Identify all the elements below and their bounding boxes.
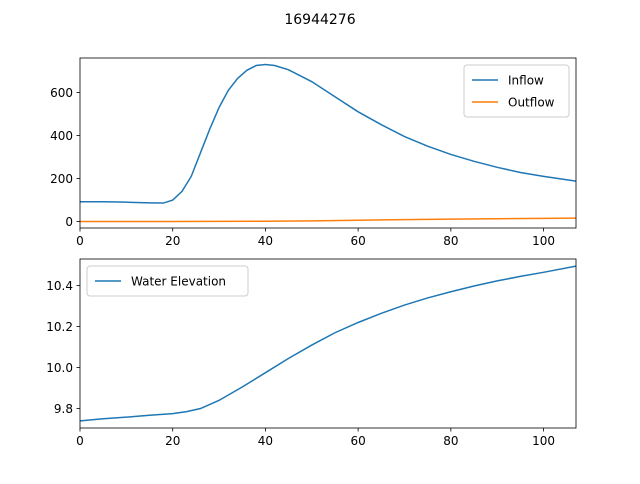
x-tick-label: 0: [76, 434, 84, 448]
subplot-2: 0 20 40 60 80 100 9.8 10.0 10.2 10.4 Water Elevati…: [46, 258, 577, 448]
y-tick-label: 10.4: [46, 279, 73, 293]
series-line-water-elevation: [80, 265, 576, 422]
y-tick-label: 10.0: [46, 361, 73, 375]
x-tick-label: 60: [350, 234, 365, 248]
figure-title: 16944276: [284, 12, 355, 28]
subplot-1: 0 20 40 60 80 100 0 200 400 600 Inflow Outflow: [50, 57, 577, 248]
legend-box: [86, 265, 249, 297]
y-tick-label: 10.2: [46, 320, 73, 334]
y-tick-label: 600: [50, 86, 73, 100]
series-line-outflow: [80, 217, 576, 223]
axes-frame: [79, 258, 577, 429]
x-tick-label: 80: [443, 234, 458, 248]
series-line-inflow: [80, 63, 576, 204]
y-tick-label: 0: [65, 215, 73, 229]
legend: Inflow Outflow: [463, 64, 570, 118]
x-tick-label: 20: [165, 434, 180, 448]
legend-label: Outflow: [508, 96, 555, 110]
x-tick-label: 40: [258, 234, 273, 248]
x-tick-label: 100: [532, 234, 555, 248]
x-tick-label: 0: [76, 234, 84, 248]
x-tick-label: 100: [532, 434, 555, 448]
x-tick-label: 60: [350, 434, 365, 448]
x-tick-label: 40: [258, 434, 273, 448]
x-tick-label: 20: [165, 234, 180, 248]
legend: Water Elevation: [86, 265, 249, 297]
y-tick-label: 9.8: [54, 402, 73, 416]
legend-box: [463, 64, 570, 118]
axes-frame: [79, 57, 577, 229]
legend-label: Water Elevation: [131, 275, 226, 289]
legend-label: Inflow: [508, 74, 544, 88]
y-tick-label: 400: [50, 129, 73, 143]
x-tick-label: 80: [443, 434, 458, 448]
y-tick-label: 200: [50, 172, 73, 186]
